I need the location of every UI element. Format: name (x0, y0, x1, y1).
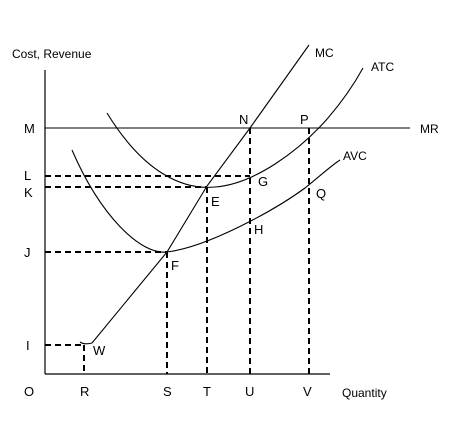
avc-curve (71, 149, 341, 253)
point-n: N (239, 112, 248, 127)
x-tick-t: T (203, 384, 211, 399)
point-q: Q (316, 186, 326, 201)
point-p: P (300, 112, 309, 127)
y-tick-k: K (24, 185, 33, 200)
point-h: H (254, 222, 263, 237)
point-w: W (93, 343, 106, 358)
origin-label: O (24, 384, 34, 399)
atc-label: ATC (371, 60, 394, 74)
x-tick-s: S (163, 384, 172, 399)
mr-label: MR (420, 122, 439, 136)
y-tick-m: M (24, 121, 35, 136)
x-tick-v: V (303, 384, 312, 399)
y-tick-i: I (26, 338, 30, 353)
x-tick-r: R (80, 384, 89, 399)
point-g: G (258, 174, 268, 189)
y-tick-l: L (24, 168, 31, 183)
x-tick-u: U (245, 384, 254, 399)
x-axis-title: Quantity (342, 386, 387, 400)
atc-curve (106, 67, 364, 188)
mc-curve (79, 44, 310, 345)
y-tick-j: J (24, 245, 31, 260)
avc-label: AVC (343, 149, 367, 163)
point-f: F (171, 258, 179, 273)
y-axis-title: Cost, Revenue (12, 47, 92, 61)
point-e: E (211, 194, 220, 209)
mc-label: MC (315, 46, 334, 60)
